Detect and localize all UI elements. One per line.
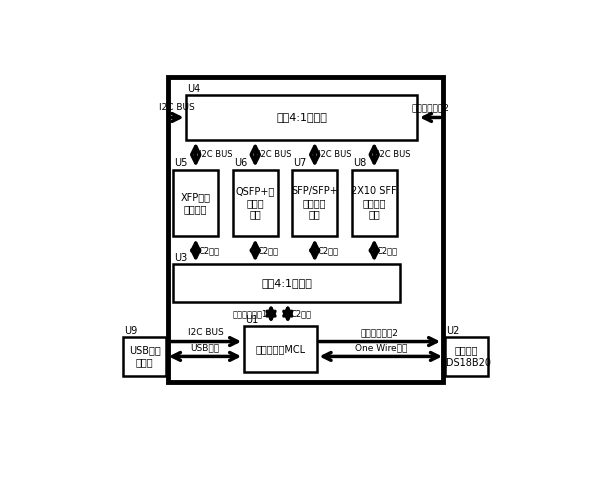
Bar: [168, 76, 443, 382]
Bar: [187, 95, 417, 140]
Text: U6: U6: [234, 158, 247, 169]
Text: C2总线: C2总线: [198, 246, 219, 255]
Text: U2: U2: [446, 326, 460, 336]
Text: I2C BUS: I2C BUS: [198, 150, 232, 159]
Text: U7: U7: [294, 158, 307, 169]
Text: USB总线: USB总线: [191, 343, 219, 352]
Text: QSFP+电
气接口
插座: QSFP+电 气接口 插座: [235, 186, 275, 220]
Bar: [173, 264, 401, 301]
Bar: [352, 170, 396, 237]
Text: C2总线: C2总线: [317, 246, 339, 255]
Text: XFP电气
接口插座: XFP电气 接口插座: [181, 192, 211, 214]
Text: 双路4:1复用器: 双路4:1复用器: [277, 113, 327, 123]
Bar: [445, 337, 488, 376]
Text: One Wire总线: One Wire总线: [355, 343, 407, 352]
Text: U5: U5: [175, 158, 188, 169]
Text: I2C BUS: I2C BUS: [318, 150, 351, 159]
Text: C2总线: C2总线: [377, 246, 398, 255]
Text: U8: U8: [353, 158, 367, 169]
Text: C2总线: C2总线: [258, 246, 279, 255]
Text: 微控制单元MCL: 微控制单元MCL: [255, 344, 305, 354]
Text: 地址控制总线2: 地址控制总线2: [411, 103, 449, 112]
Text: U4: U4: [188, 84, 201, 94]
Text: 地址控制总线2: 地址控制总线2: [361, 328, 399, 337]
Text: I2C BUS: I2C BUS: [159, 103, 195, 112]
Text: U9: U9: [125, 326, 138, 336]
Bar: [293, 170, 337, 237]
Text: 2X10 SFF
电气接口
插座: 2X10 SFF 电气接口 插座: [352, 186, 397, 220]
Text: I2C BUS: I2C BUS: [188, 328, 224, 337]
Text: U3: U3: [175, 253, 188, 263]
Text: 温度传感
器DS18B20: 温度传感 器DS18B20: [441, 346, 492, 367]
Bar: [233, 170, 278, 237]
Text: 地址控制总线1: 地址控制总线1: [233, 309, 268, 318]
Text: I2C BUS: I2C BUS: [377, 150, 411, 159]
Text: SFP/SFP+
电气接口
插座: SFP/SFP+ 电气接口 插座: [291, 186, 338, 220]
Text: C2总线: C2总线: [290, 309, 312, 318]
Text: I2C BUS: I2C BUS: [258, 150, 291, 159]
Text: U1: U1: [245, 314, 259, 325]
Bar: [123, 337, 166, 376]
Text: USB接口
连接器: USB接口 连接器: [129, 346, 160, 367]
Bar: [244, 326, 316, 372]
Text: 双路4:1复用器: 双路4:1复用器: [262, 278, 312, 288]
Bar: [173, 170, 218, 237]
